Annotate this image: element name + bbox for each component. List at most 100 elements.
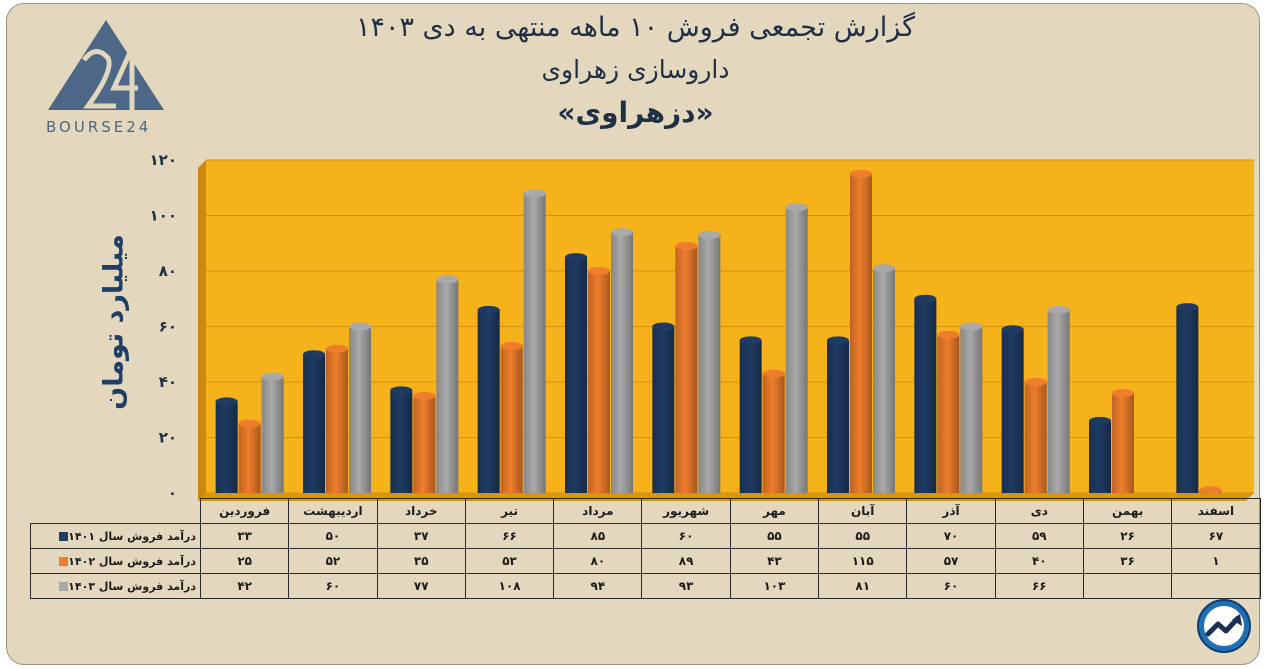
- table-header-row: فروردین اردیبهشت خرداد تیر مرداد شهریور مهر آبا…: [31, 498, 1261, 524]
- table-row: درآمد فروش سال ۱۴۰۳ ۴۲ ۶۰ ۷۷ ۱۰۸ ۹۴ ۹۳ ۱۰۳ ۸۱ ۶۰ ۶…: [30, 573, 1261, 599]
- bar-cap: [588, 267, 610, 275]
- bar-cap: [1176, 303, 1199, 312]
- category-label: خرداد: [376, 498, 466, 524]
- legend-swatch: [59, 557, 69, 566]
- category-label: فروردین: [199, 498, 290, 524]
- data-label: ۳۳: [199, 523, 290, 549]
- data-label: ۱: [1171, 548, 1261, 574]
- category-label: آذر: [906, 498, 996, 524]
- bourse24-logo-icon: [48, 20, 164, 110]
- category-label: آبان: [818, 498, 908, 524]
- bar-cap: [873, 264, 895, 273]
- series-name: درآمد فروش سال ۱۴۰۳: [68, 579, 196, 593]
- data-label: ۴۲: [199, 573, 290, 599]
- bar-3-3: [436, 279, 459, 493]
- bar-cap: [261, 372, 284, 381]
- legend-swatch: [59, 582, 69, 591]
- data-label: ۳۵: [376, 548, 466, 574]
- bar-1-11: [1089, 420, 1111, 493]
- bar-cap: [326, 344, 348, 353]
- bar-cap: [436, 275, 459, 284]
- data-label: ۳۶: [1082, 548, 1173, 574]
- bar-1-6: [652, 326, 675, 493]
- legend-swatch: [59, 532, 69, 541]
- bar-cap: [565, 253, 587, 262]
- category-label: مهر: [729, 498, 820, 524]
- series-name: درآمد فروش سال ۱۴۰۱: [68, 529, 196, 543]
- data-label: ۳۷: [376, 523, 466, 549]
- data-label: ۵۷: [906, 548, 996, 574]
- plot-side-wall: [198, 160, 206, 501]
- data-table: فروردین اردیبهشت خرداد تیر مرداد شهریور مهر آبا…: [30, 498, 1261, 599]
- bar-1-4: [477, 309, 500, 493]
- bar-cap: [303, 350, 325, 359]
- data-label: ۸۰: [553, 548, 643, 574]
- bar-cap: [1047, 305, 1070, 314]
- data-label: ۸۹: [641, 548, 731, 574]
- table-corner: [31, 499, 201, 524]
- bar-2-10: [1024, 382, 1047, 493]
- legend-entry: درآمد فروش سال ۱۴۰۳: [30, 573, 201, 599]
- data-label: ۵۹: [994, 523, 1084, 549]
- data-label: ۵۵: [818, 523, 908, 549]
- category-label: شهریور: [641, 498, 731, 524]
- y-tick-label: ۱۰۰: [150, 207, 177, 225]
- y-tick-label: ۲۰: [159, 429, 177, 447]
- y-tick-label: ۱۲۰: [150, 151, 177, 169]
- bar-cap: [850, 169, 872, 178]
- bar-cap: [698, 230, 721, 239]
- bar-2-4: [500, 345, 523, 493]
- bar-cap: [238, 419, 261, 428]
- table-row: درآمد فروش سال ۱۴۰۲ ۲۵ ۵۲ ۳۵ ۵۳ ۸۰ ۸۹ ۴۳ ۱۱۵ ۵۷ ۴۰…: [30, 548, 1261, 574]
- data-label: ۹۴: [553, 573, 643, 599]
- bar-2-3: [413, 395, 436, 493]
- bar-2-7: [762, 373, 785, 493]
- data-label: ۱۱۵: [818, 548, 908, 574]
- bar-cap: [1199, 486, 1222, 495]
- bar-cap: [827, 336, 849, 345]
- bar-cap: [1024, 378, 1047, 386]
- bar-cap: [1089, 416, 1111, 425]
- bar-cap: [762, 369, 785, 378]
- bar-2-6: [675, 246, 698, 493]
- bar-cap: [960, 322, 983, 331]
- bar-cap: [914, 294, 937, 303]
- bar-3-6: [698, 234, 721, 494]
- bar-cap: [675, 242, 698, 251]
- bar-1-8: [827, 340, 849, 493]
- chart-title: گزارش تجمعی فروش ۱۰ ماهه منتهی به دی ۱۴۰…: [355, 12, 916, 43]
- bar-3-7: [785, 207, 808, 494]
- data-label: ۵۳: [464, 548, 555, 574]
- logo-text: BOURSE24: [46, 118, 152, 136]
- bar-cap: [413, 391, 436, 400]
- bar-2-11: [1112, 393, 1134, 493]
- bar-cap: [937, 330, 960, 339]
- bar-3-9: [960, 326, 983, 493]
- data-label: ۶۶: [464, 523, 555, 549]
- chart-subtitle: داروسازی زهراوی: [541, 55, 730, 84]
- company-ticker: «دزهراوی»: [557, 96, 714, 129]
- y-tick-label: ۴۰: [159, 373, 177, 391]
- bar-1-5: [565, 257, 587, 493]
- bar-1-12: [1176, 307, 1199, 493]
- y-tick-label: ۶۰: [159, 318, 177, 336]
- bar-cap: [611, 228, 633, 237]
- bar-1-10: [1001, 329, 1024, 493]
- data-label: ۱۰۳: [729, 573, 820, 599]
- category-label: بهمن: [1082, 498, 1173, 524]
- trend-arrow-circle-icon: [1197, 599, 1251, 653]
- bar-2-9: [937, 334, 960, 493]
- bar-3-5: [611, 232, 633, 493]
- category-label: اسفند: [1171, 498, 1261, 524]
- data-label: ۲۵: [199, 548, 290, 574]
- category-label: تیر: [464, 498, 555, 524]
- bar-cap: [523, 189, 546, 198]
- data-label: ۸۵: [553, 523, 643, 549]
- y-tick-label: ۰: [168, 484, 177, 502]
- data-label: ۶۷: [1171, 523, 1261, 549]
- data-label: ۵۵: [729, 523, 820, 549]
- bar-1-1: [215, 401, 238, 493]
- data-label: ۴۳: [729, 548, 820, 574]
- bar-1-3: [390, 390, 413, 493]
